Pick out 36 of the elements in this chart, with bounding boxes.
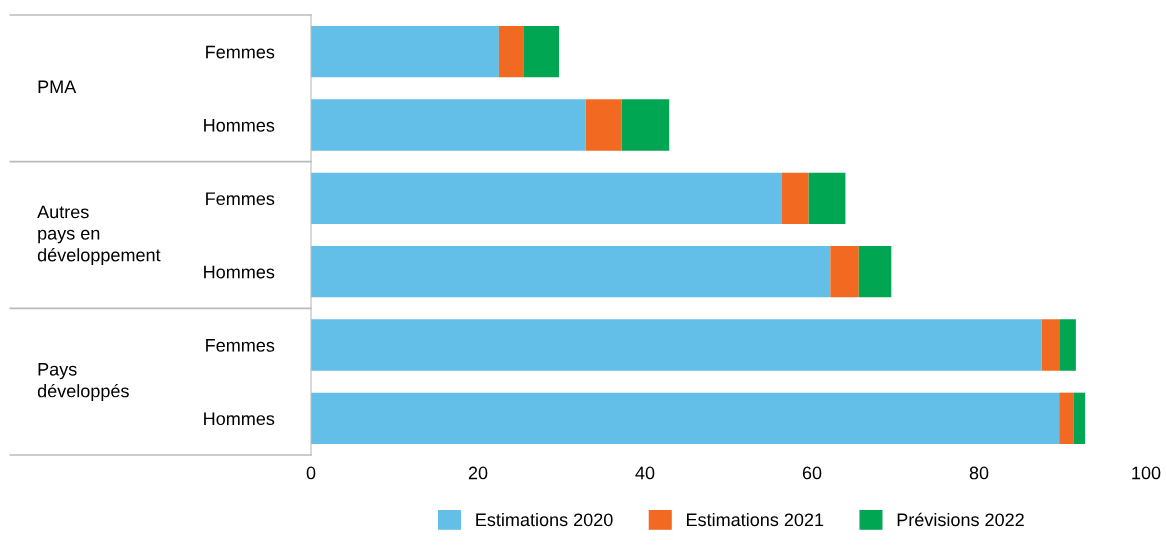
y-tick-label: Hommes: [204, 412, 275, 426]
x-tick-label: 60: [802, 466, 822, 480]
y-tick-label: Femmes: [206, 339, 275, 352]
bar: [808, 172, 846, 224]
bar: [311, 172, 782, 224]
text: Autres pays en développement: [37, 205, 161, 265]
text: Pays développés: [37, 363, 129, 401]
y-tick-label: Hommes: [204, 265, 275, 279]
bar: [1073, 392, 1086, 444]
bar: [498, 26, 524, 78]
text: PMA: [38, 80, 77, 93]
bar: [311, 319, 1042, 371]
bar: [1059, 392, 1074, 444]
bar: [311, 26, 499, 78]
bar: [1041, 319, 1060, 371]
bar: [311, 392, 1060, 444]
x-tick-label: 80: [969, 466, 989, 480]
x-tick-label: 40: [635, 466, 655, 480]
legend-label: Estimations 2021: [687, 512, 824, 527]
bar: [311, 99, 586, 151]
y-tick-label: Femmes: [206, 192, 275, 206]
legend-label: Estimations 2020: [476, 512, 613, 527]
y-tick-label: Hommes: [204, 119, 275, 132]
x-tick-label: 20: [468, 466, 488, 480]
legend-label: Prévisions 2022: [897, 512, 1024, 527]
bar: [523, 26, 559, 78]
y-tick-label: Femmes: [206, 45, 275, 59]
bar: [858, 246, 892, 298]
bar: [311, 246, 831, 298]
x-tick-label: 100: [1132, 466, 1161, 480]
bar: [830, 246, 859, 298]
bar: [781, 172, 809, 224]
x-tick-label: 0: [306, 466, 316, 480]
bar: [585, 99, 622, 151]
bar: [1060, 319, 1076, 371]
bar: [621, 99, 670, 151]
